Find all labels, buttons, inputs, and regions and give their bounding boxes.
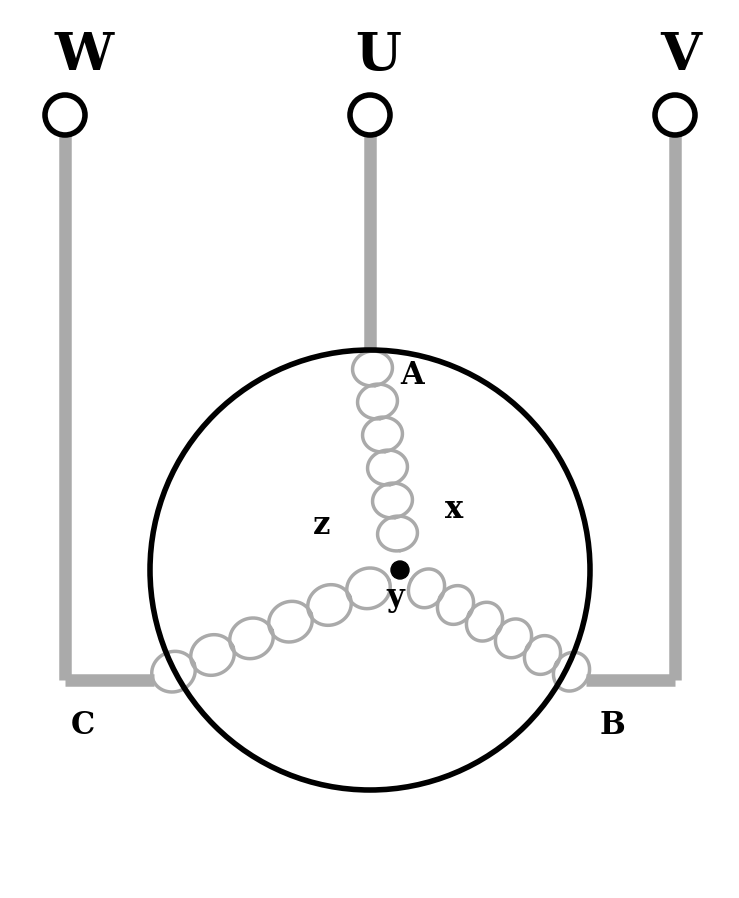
Circle shape: [350, 95, 390, 135]
Text: x: x: [445, 495, 463, 525]
Text: B: B: [600, 710, 626, 741]
Text: z: z: [313, 509, 330, 541]
Text: C: C: [71, 710, 95, 741]
Text: W: W: [55, 30, 114, 81]
Circle shape: [391, 561, 409, 579]
Text: U: U: [355, 30, 401, 81]
Text: V: V: [660, 30, 701, 81]
Text: y: y: [386, 582, 404, 613]
Circle shape: [655, 95, 695, 135]
Text: A: A: [400, 360, 423, 391]
Circle shape: [45, 95, 85, 135]
